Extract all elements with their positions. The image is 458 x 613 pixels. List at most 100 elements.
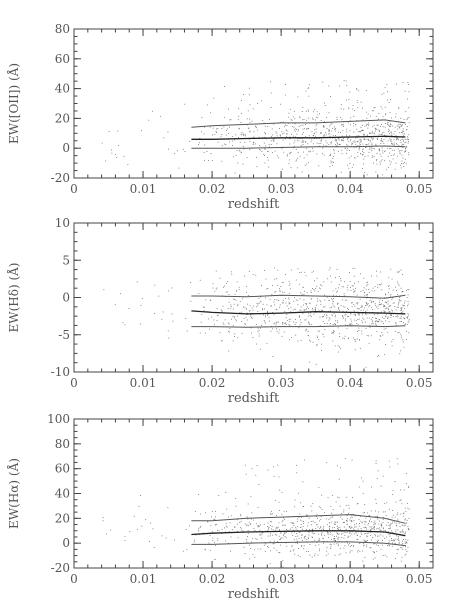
- scatter-point: [401, 547, 403, 549]
- scatter-point: [293, 142, 295, 144]
- scatter-point: [351, 302, 352, 304]
- scatter-point: [340, 553, 342, 555]
- scatter-point: [340, 117, 341, 118]
- scatter-point: [308, 321, 309, 323]
- scatter-point: [224, 285, 226, 287]
- scatter-point: [404, 151, 405, 153]
- scatter-point: [208, 160, 210, 161]
- scatter-point: [317, 117, 319, 119]
- scatter-point: [364, 295, 366, 297]
- scatter-point: [230, 119, 232, 121]
- scatter-point: [321, 310, 323, 312]
- scatter-point: [350, 323, 352, 324]
- scatter-point: [379, 303, 381, 305]
- scatter-point: [358, 313, 360, 315]
- scatter-point: [319, 330, 320, 332]
- scatter-point: [334, 137, 336, 139]
- scatter-point: [242, 298, 243, 300]
- scatter-point: [355, 314, 356, 316]
- scatter-point: [362, 124, 363, 126]
- scatter-point: [267, 126, 269, 127]
- scatter-point: [315, 528, 317, 529]
- scatter-point: [248, 128, 250, 129]
- scatter-point: [390, 314, 391, 316]
- scatter-point: [408, 140, 409, 142]
- scatter-point: [381, 303, 382, 305]
- scatter-point: [167, 131, 169, 133]
- scatter-point: [407, 289, 409, 290]
- scatter-point: [408, 139, 409, 140]
- scatter-point: [387, 122, 389, 123]
- scatter-point: [383, 92, 385, 94]
- scatter-point: [376, 528, 378, 530]
- scatter-point: [257, 103, 258, 104]
- scatter-point: [351, 520, 353, 521]
- scatter-point: [375, 323, 376, 325]
- scatter-point: [342, 316, 344, 317]
- scatter-point: [249, 130, 251, 132]
- scatter-point: [353, 310, 355, 312]
- scatter-point: [401, 150, 403, 152]
- scatter-point: [372, 126, 374, 128]
- scatter-point: [293, 126, 295, 128]
- scatter-point: [378, 149, 380, 151]
- scatter-point: [333, 527, 335, 528]
- scatter-point: [406, 330, 408, 332]
- scatter-point: [372, 301, 374, 303]
- scatter-point: [365, 111, 367, 113]
- scatter-point: [235, 134, 237, 136]
- scatter-point: [393, 133, 395, 135]
- scatter-point: [306, 514, 308, 516]
- scatter-point: [330, 505, 332, 507]
- scatter-point: [286, 136, 288, 138]
- scatter-point: [318, 487, 320, 489]
- scatter-point: [387, 317, 389, 319]
- scatter-point: [396, 315, 398, 317]
- scatter-point: [243, 148, 245, 150]
- scatter-point: [387, 155, 389, 157]
- scatter-point: [328, 526, 330, 528]
- scatter-point: [320, 140, 322, 142]
- y-tick-label: 10: [55, 216, 70, 230]
- scatter-point: [365, 366, 367, 368]
- scatter-point: [310, 312, 312, 314]
- scatter-point: [369, 305, 371, 306]
- scatter-point: [402, 339, 404, 341]
- scatter-point: [216, 132, 218, 133]
- scatter-point: [276, 328, 278, 330]
- scatter-point: [374, 107, 376, 108]
- scatter-point: [406, 541, 407, 543]
- scatter-point: [303, 545, 305, 547]
- scatter-point: [268, 527, 270, 529]
- scatter-point: [236, 519, 238, 521]
- scatter-point: [406, 119, 408, 120]
- scatter-point: [246, 319, 248, 321]
- scatter-point: [349, 120, 351, 122]
- scatter-point: [246, 118, 248, 120]
- scatter-point: [319, 145, 321, 147]
- scatter-point: [236, 281, 238, 283]
- scatter-point: [215, 131, 217, 132]
- scatter-point: [377, 518, 379, 520]
- scatter-point: [362, 480, 364, 482]
- scatter-point: [388, 102, 390, 103]
- scatter-point: [398, 537, 399, 539]
- scatter-point: [407, 82, 409, 83]
- scatter-point: [237, 305, 239, 306]
- scatter-point: [278, 128, 280, 129]
- scatter-point: [349, 546, 351, 547]
- scatter-point: [253, 136, 255, 138]
- scatter-point: [239, 312, 241, 314]
- scatter-point: [391, 142, 393, 144]
- scatter-point: [296, 167, 298, 169]
- scatter-point: [302, 534, 303, 536]
- scatter-point: [380, 304, 381, 305]
- scatter-point: [407, 303, 409, 305]
- scatter-point: [354, 305, 356, 307]
- scatter-point: [284, 533, 286, 535]
- scatter-point: [353, 164, 354, 166]
- scatter-point: [381, 332, 383, 333]
- scatter-point: [354, 157, 356, 159]
- scatter-point: [308, 537, 309, 539]
